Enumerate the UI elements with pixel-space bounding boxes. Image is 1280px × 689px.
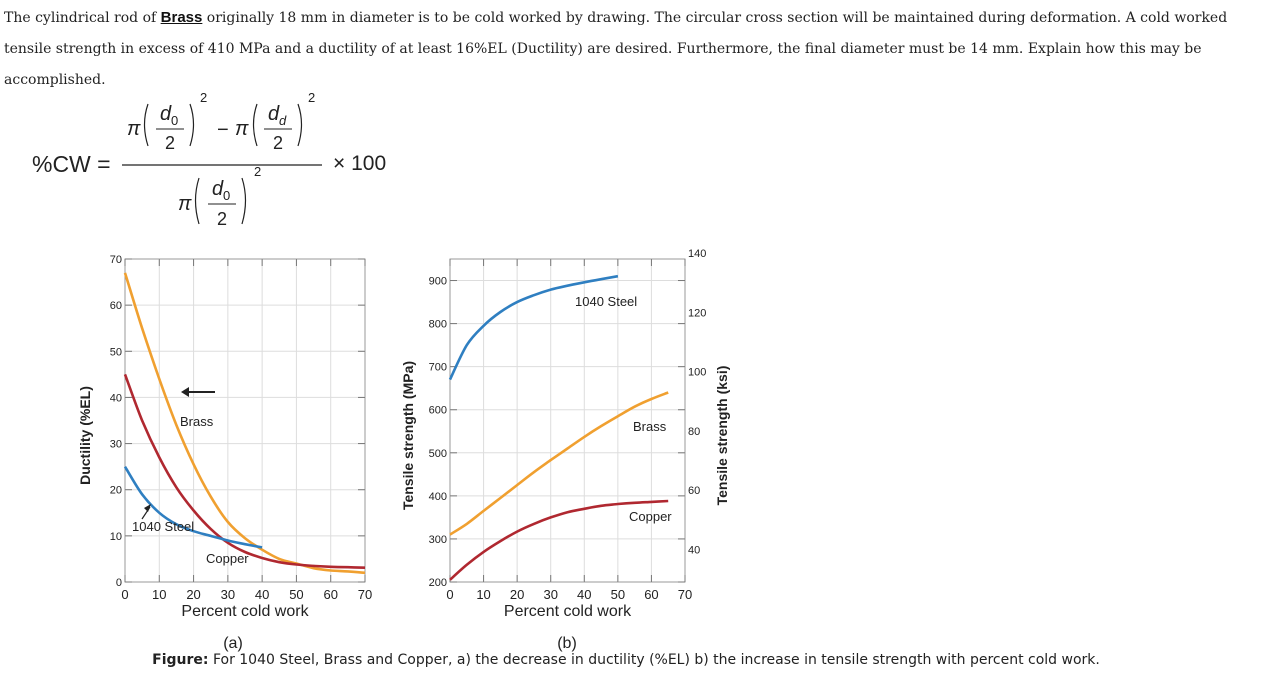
- x-tick-label: 0: [121, 587, 128, 602]
- x-tick-label: 30: [221, 587, 235, 602]
- y-tick-label: 800: [429, 319, 447, 331]
- y2-tick-label: 120: [688, 307, 706, 319]
- y2-tick-label: 80: [688, 426, 700, 438]
- x-tick-label: 10: [152, 587, 166, 602]
- y2-tick-label: 100: [688, 367, 706, 379]
- problem-text-end: originally 18 mm in diameter is to be co…: [4, 10, 1228, 88]
- formula-two: 2: [217, 209, 227, 229]
- problem-text-start: The cylindrical rod of: [4, 10, 161, 26]
- x-tick-label: 0: [446, 587, 453, 602]
- formula-exp: 2: [254, 164, 261, 179]
- series-annotation: Copper: [206, 551, 249, 566]
- series-line-brass: [123, 272, 366, 575]
- y2-axis-label: Tensile strength (ksi): [714, 366, 730, 506]
- x-tick-label: 50: [611, 587, 625, 602]
- x-tick-label: 70: [678, 587, 692, 602]
- formula-minus: −: [217, 119, 229, 141]
- y-tick-label: 20: [110, 485, 122, 497]
- chart-tensile-strength: 0 10 20 30 40 50 60 70 200 300 400 500 600 700 800 900 4…: [400, 248, 730, 652]
- y-axis-label: Tensile strength (MPa): [400, 361, 416, 510]
- y-tick-label: 50: [110, 346, 122, 358]
- y-tick-label: 200: [429, 577, 447, 589]
- percent-cold-work-formula: %CW = π d 0 2 2 − π d d 2 2 × 100 π d 0 …: [32, 90, 386, 229]
- plot-area: [124, 258, 366, 583]
- formula-dd-sub: d: [279, 113, 287, 128]
- series-annotation: 1040 Steel: [575, 294, 637, 309]
- caption-label: Figure:: [152, 652, 209, 668]
- y-tick-label: 70: [110, 254, 122, 266]
- highlight-brass: Brass: [160, 9, 203, 26]
- series-annotation: 1040 Steel: [132, 519, 194, 534]
- formula-exp: 2: [200, 90, 207, 105]
- x-tick-label: 50: [289, 587, 303, 602]
- series-line-1040-steel: [448, 274, 619, 381]
- series-line-1040-steel: [123, 465, 263, 549]
- figure-caption: Figure: For 1040 Steel, Brass and Copper…: [0, 652, 1252, 668]
- plot-area: [449, 258, 686, 583]
- y-tick-label: 40: [110, 392, 122, 404]
- formula-lhs: %CW =: [32, 151, 111, 177]
- formula-two: 2: [273, 133, 283, 153]
- y-tick-label: 300: [429, 534, 447, 546]
- arrow-head: [181, 387, 189, 397]
- series-line-copper: [123, 373, 366, 569]
- problem-statement: The cylindrical rod of Brass originally …: [4, 2, 1276, 96]
- formula-dd: d: [268, 103, 280, 125]
- formula-two: 2: [165, 133, 175, 153]
- caption-text: For 1040 Steel, Brass and Copper, a) the…: [208, 652, 1100, 668]
- y-tick-label: 700: [429, 362, 447, 374]
- y-tick-label: 0: [116, 577, 122, 589]
- panel-label: (b): [557, 635, 577, 652]
- x-axis-label: Percent cold work: [504, 603, 632, 620]
- formula-pi: π: [127, 118, 141, 140]
- series-annotation: Brass: [633, 419, 667, 434]
- y-axis-label: Ductility (%EL): [77, 386, 93, 485]
- x-axis-label: Percent cold work: [181, 603, 309, 620]
- y-tick-label: 60: [110, 300, 122, 312]
- series-annotation: Brass: [180, 414, 214, 429]
- y2-tick-label: 140: [688, 248, 706, 260]
- formula-d0: d: [212, 178, 224, 200]
- series-line-copper: [449, 499, 669, 581]
- formula-pi: π: [235, 118, 249, 140]
- x-tick-label: 30: [543, 587, 557, 602]
- formula-exp: 2: [308, 90, 315, 105]
- y-tick-label: 10: [110, 531, 122, 543]
- y-tick-label: 500: [429, 448, 447, 460]
- x-tick-label: 20: [510, 587, 524, 602]
- formula-d0-sub: 0: [223, 188, 230, 203]
- x-tick-label: 70: [358, 587, 372, 602]
- x-tick-label: 10: [476, 587, 490, 602]
- chart-ductility: 0 10 20 30 40 50 60 70 0 10 20 30 40 50 60 70 Percent co…: [77, 254, 372, 652]
- x-tick-label: 20: [186, 587, 200, 602]
- series-line-brass: [449, 391, 669, 536]
- panel-label: (a): [223, 635, 243, 652]
- formula-pi: π: [178, 193, 192, 215]
- arrow-head: [144, 504, 151, 512]
- x-tick-label: 40: [577, 587, 591, 602]
- y-tick-label: 30: [110, 439, 122, 451]
- x-tick-label: 40: [255, 587, 269, 602]
- x-tick-label: 60: [644, 587, 658, 602]
- series-annotation: Copper: [629, 509, 672, 524]
- formula-times-100: × 100: [333, 152, 386, 175]
- y-tick-label: 600: [429, 405, 447, 417]
- y-tick-label: 400: [429, 491, 447, 503]
- formula-d0: d: [160, 103, 172, 125]
- y-tick-label: 900: [429, 276, 447, 288]
- formula-d0-sub: 0: [171, 113, 178, 128]
- y2-tick-label: 60: [688, 485, 700, 497]
- y2-tick-label: 40: [688, 544, 700, 556]
- x-tick-label: 60: [323, 587, 337, 602]
